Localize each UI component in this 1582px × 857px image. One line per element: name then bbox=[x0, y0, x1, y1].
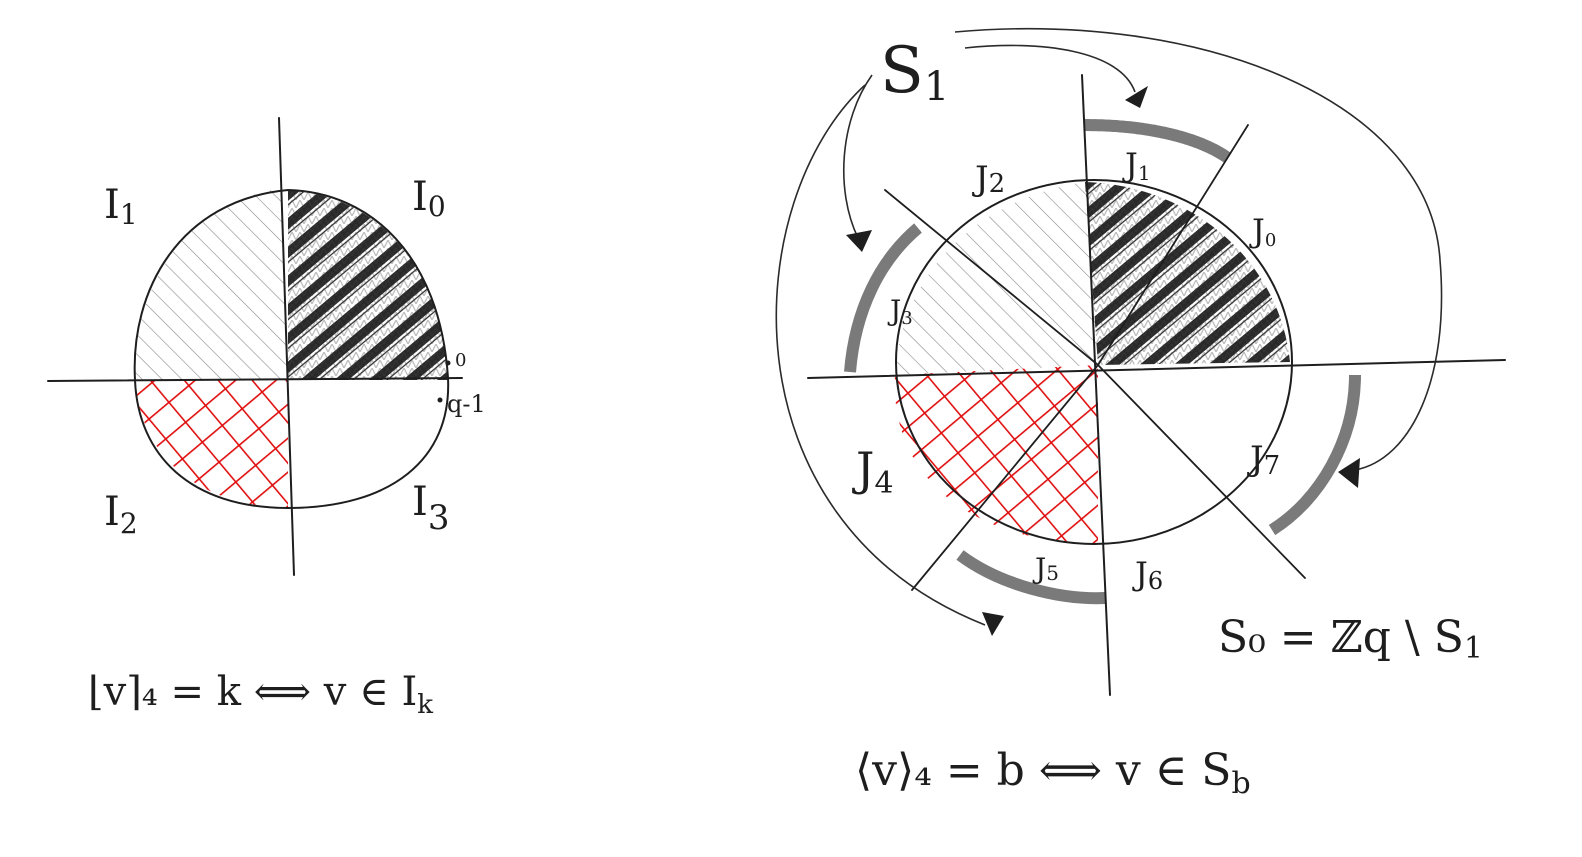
zero-dot bbox=[445, 360, 451, 366]
label-q-minus-1: q-1 bbox=[447, 390, 486, 418]
arrowhead-j7 bbox=[1338, 458, 1360, 488]
label-i3: I3 bbox=[412, 479, 449, 538]
label-j0: J0 bbox=[1249, 212, 1276, 251]
right-segment-diagram: S1 J0 J1 J2 J3 J4 J5 J6 J7 S₀ = ℤq \ S1 … bbox=[775, 27, 1506, 801]
arc-j7 bbox=[1268, 374, 1361, 536]
left-vertical-axis bbox=[278, 117, 295, 576]
quadrant-i1-fill bbox=[134, 188, 288, 380]
label-j5: J5 bbox=[1032, 552, 1059, 585]
arrow-s1-to-j5 bbox=[775, 84, 986, 626]
label-j4: J4 bbox=[852, 442, 894, 501]
label-i1: I1 bbox=[104, 182, 138, 231]
arrowhead-j5 bbox=[982, 612, 1004, 636]
right-horizontal-axis bbox=[807, 359, 1506, 379]
right-vertical-axis bbox=[1081, 74, 1111, 696]
arc-j5 bbox=[956, 550, 1106, 605]
arrowhead-j1 bbox=[1125, 86, 1148, 108]
left-horizontal-axis bbox=[47, 377, 463, 382]
label-j6: J6 bbox=[1132, 555, 1163, 595]
label-s1: S1 bbox=[880, 34, 949, 110]
arrow-s1-to-j3 bbox=[842, 74, 873, 239]
left-circle-outline bbox=[133, 189, 450, 509]
right-diagonal-ne bbox=[1097, 124, 1249, 366]
label-zero: 0 bbox=[455, 350, 466, 371]
quadrant-i0-zigzag bbox=[288, 190, 448, 380]
segment-j4-j5-fill bbox=[894, 365, 1098, 545]
label-i0: I0 bbox=[412, 174, 446, 223]
right-diagonal-se bbox=[1097, 364, 1306, 579]
segment-j2-j3-fill bbox=[895, 182, 1098, 375]
quadrant-i2-fill bbox=[135, 380, 288, 508]
right-diagonal-nw bbox=[884, 189, 1099, 366]
label-j3: J3 bbox=[887, 294, 913, 329]
arc-j1-zig bbox=[1084, 119, 1232, 163]
arrow-s1-to-j1 bbox=[964, 44, 1136, 93]
arrow-s1-to-j7 bbox=[954, 27, 1443, 471]
right-circle-outline bbox=[895, 179, 1293, 545]
label-j7: J7 bbox=[1247, 439, 1280, 481]
right-formula: ⟨v⟩₄ = b ⟺ v ∈ Sb bbox=[855, 745, 1251, 801]
label-j1: J1 bbox=[1122, 146, 1151, 185]
right-diagonal-sw bbox=[911, 364, 1099, 591]
label-j2: J2 bbox=[972, 159, 1005, 199]
arrowhead-j3 bbox=[846, 230, 872, 252]
q-minus-1-dot bbox=[437, 397, 443, 403]
label-i2: I2 bbox=[104, 489, 138, 540]
arc-j3 bbox=[844, 223, 922, 373]
s0-formula: S₀ = ℤq \ S1 bbox=[1218, 612, 1483, 666]
left-quadrant-diagram: I1 I0 I2 I3 0 q-1 ⌊v⌉₄ = k ⟺ v ∈ Ik bbox=[47, 117, 486, 720]
left-formula: ⌊v⌉₄ = k ⟺ v ∈ Ik bbox=[88, 669, 433, 720]
segment-j0-j1-zigzag bbox=[1085, 182, 1290, 365]
